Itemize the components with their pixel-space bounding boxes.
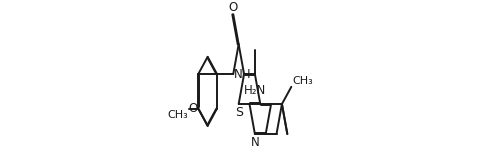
Text: CH₃: CH₃ xyxy=(291,76,312,86)
Text: H₂N: H₂N xyxy=(243,84,265,97)
Text: O: O xyxy=(228,1,237,14)
Text: N: N xyxy=(251,137,259,149)
Text: NH: NH xyxy=(233,68,251,81)
Text: CH₃: CH₃ xyxy=(167,110,188,120)
Text: S: S xyxy=(234,106,242,119)
Text: O: O xyxy=(188,102,197,115)
